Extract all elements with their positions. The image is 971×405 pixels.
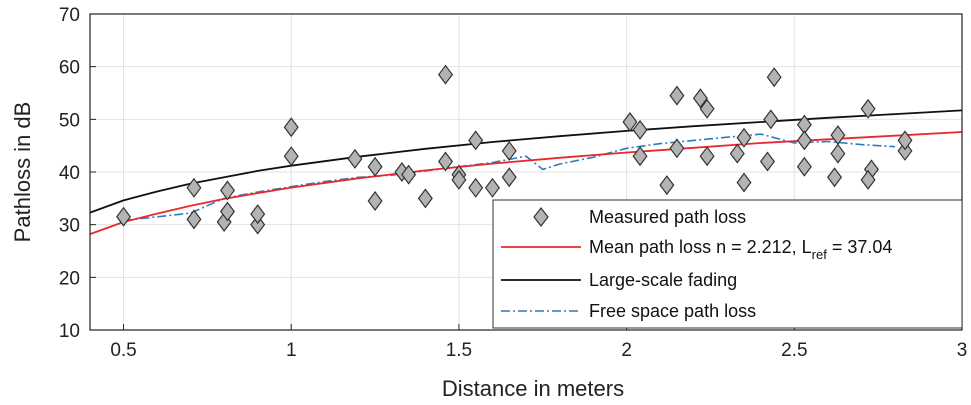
measured-point [827, 167, 843, 188]
measured-point [860, 98, 876, 119]
measured-point [501, 167, 517, 188]
measured-point [699, 98, 715, 119]
measured-point [250, 214, 266, 235]
measured-point [766, 67, 782, 88]
measured-point [438, 151, 454, 172]
measured-point [736, 127, 752, 148]
measured-point [250, 204, 266, 225]
measured-point [632, 119, 648, 140]
measured-point [186, 209, 202, 230]
measured-point [830, 125, 846, 146]
legend-label-large-scale: Large-scale fading [589, 270, 737, 290]
x-tick-label: 2.5 [781, 340, 807, 361]
measured-point [796, 156, 812, 177]
mean-path-loss-line [89, 131, 963, 235]
measured-point [830, 143, 846, 164]
free-space-path-loss-line [123, 133, 895, 222]
legend-label-measured: Measured path loss [589, 207, 746, 227]
measured-point [759, 151, 775, 172]
legend-label-mean: Mean path loss n = 2.212, Lref = 37.04 [589, 237, 892, 262]
measured-point [468, 130, 484, 151]
measured-point [897, 130, 913, 151]
measured-point [401, 164, 417, 185]
measured-point [283, 117, 299, 138]
y-tick-label: 60 [59, 58, 80, 79]
y-tick-label: 10 [59, 321, 80, 342]
x-axis-label: Distance in meters [442, 376, 624, 401]
y-tick-label: 30 [59, 216, 80, 237]
measured-point [417, 188, 433, 209]
legend-marker-measured [533, 207, 549, 227]
measured-point [484, 177, 500, 198]
measured-point [669, 138, 685, 159]
y-tick-label: 50 [59, 110, 80, 131]
measured-point [860, 169, 876, 190]
measured-point [501, 140, 517, 161]
measured-point [763, 109, 779, 130]
large-scale-fading-line [89, 109, 963, 214]
measured-point [347, 148, 363, 169]
legend-box [492, 199, 963, 329]
measured-point [220, 180, 236, 201]
measured-point [897, 140, 913, 161]
measured-point [699, 146, 715, 167]
measured-point [283, 146, 299, 167]
measured-point [796, 130, 812, 151]
measured-point [451, 169, 467, 190]
legend-label-free-space: Free space path loss [589, 301, 756, 321]
legend: Measured path loss Mean path loss n = 2.2… [492, 199, 963, 329]
x-tick-label: 2 [621, 340, 632, 361]
y-tick-label: 40 [59, 163, 80, 184]
measured-point [622, 111, 638, 132]
x-tick-label: 3 [957, 340, 968, 361]
measured-point [367, 156, 383, 177]
measured-point [438, 64, 454, 85]
measured-point [736, 172, 752, 193]
x-tick-label: 1.5 [446, 340, 472, 361]
y-axis-label: Pathloss in dB [10, 102, 35, 243]
measured-point [186, 177, 202, 198]
measured-point [729, 143, 745, 164]
series-layer [89, 64, 963, 235]
measured-point [220, 201, 236, 222]
ticks: 0.5 1 1.5 2 2.5 3 10 20 30 40 50 60 70 [59, 5, 967, 361]
measured-point [632, 146, 648, 167]
measured-point [659, 175, 675, 196]
x-tick-label: 0.5 [110, 340, 136, 361]
measured-point [669, 85, 685, 106]
measured-point [116, 206, 132, 227]
measured-point [468, 177, 484, 198]
measured-point [367, 190, 383, 211]
measured-point [692, 88, 708, 109]
y-tick-label: 20 [59, 268, 80, 289]
x-tick-label: 1 [286, 340, 297, 361]
y-tick-label: 70 [59, 5, 80, 26]
